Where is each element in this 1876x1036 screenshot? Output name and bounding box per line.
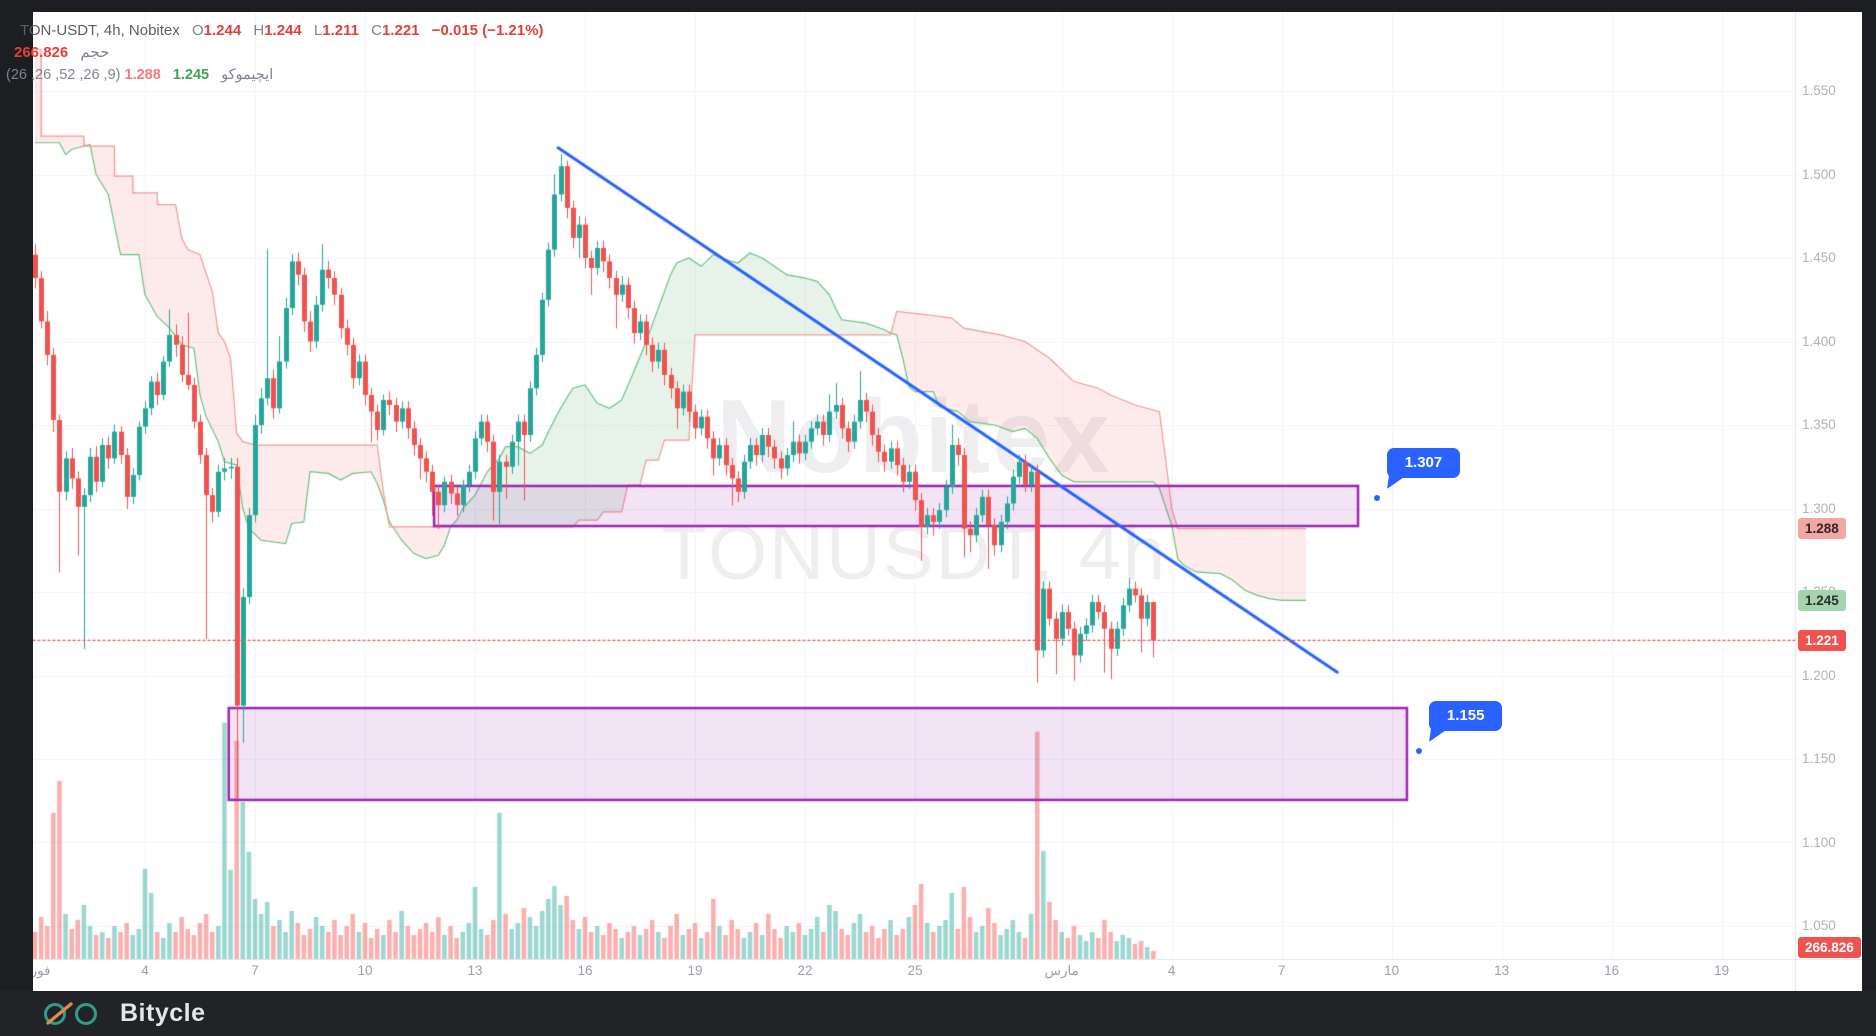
legend-change: −0.015 (−1.21%) xyxy=(431,22,544,39)
legend-symbol: TON-USDT, 4h, Nobitex xyxy=(20,22,180,39)
time-axis-label: 19 xyxy=(687,963,703,978)
legend-low-value: 1.211 xyxy=(322,22,359,39)
time-axis-label: 7 xyxy=(251,963,259,978)
callout-anchor-dot xyxy=(1416,747,1423,754)
time-axis-label: فوريه xyxy=(33,963,51,978)
price-axis-label: 1.550 xyxy=(1802,83,1836,98)
time-axis-label: 19 xyxy=(1714,963,1730,978)
callout-anchor-dot xyxy=(1373,494,1380,501)
time-axis-label: 13 xyxy=(1494,963,1510,978)
legend-close-label: C xyxy=(371,22,382,39)
bitycle-logo-icon xyxy=(44,1001,97,1025)
time-axis-label: 4 xyxy=(1167,963,1176,978)
price-axis-label: 1.050 xyxy=(1802,918,1836,933)
legend-open-label: O xyxy=(191,22,204,39)
price-axis-label: 1.450 xyxy=(1802,250,1836,265)
legend-high-label: H xyxy=(253,22,265,39)
time-axis-label: 22 xyxy=(797,963,813,978)
price-axis-label: 1.200 xyxy=(1802,667,1836,683)
price-callout-resistance[interactable]: 1.307 xyxy=(1386,447,1460,478)
time-axis-label: 10 xyxy=(357,963,373,978)
price-axis-label: 1.300 xyxy=(1802,500,1836,516)
price-callout-demand[interactable]: 1.155 xyxy=(1429,700,1503,731)
footer-brand-text: Bitycle xyxy=(120,999,206,1027)
time-axis-label: 25 xyxy=(907,963,923,978)
time-axis-label: 16 xyxy=(1604,963,1620,978)
legend-open-value: 1.244 xyxy=(203,22,242,39)
price-axis-label: 1.500 xyxy=(1802,166,1836,182)
time-axis-label: 13 xyxy=(467,963,483,978)
price-axis-label: 1.150 xyxy=(1802,751,1836,766)
legend-ichimoku-row[interactable]: (26 ,26 ,52 ,26 ,9) ايچيموكو 1.245 1.288 xyxy=(6,64,543,86)
legend-ichimoku-params: (26 ,26 ,52 ,26 ,9) xyxy=(6,67,121,83)
price-tag-spanA: 1.245 xyxy=(1798,589,1846,611)
legend-high-value: 1.244 xyxy=(264,22,302,39)
legend-low-label: L xyxy=(313,22,323,39)
legend-ichimoku-spanB-value: 1.288 xyxy=(124,67,161,83)
price-tag-last: 1.221 xyxy=(1798,629,1846,651)
legend-volume-label: حجم xyxy=(80,44,110,61)
price-chart-canvas[interactable] xyxy=(33,12,1862,991)
legend-symbol-row[interactable]: TON-USDT, 4h, Nobitex O1.244 H1.244 L1.2… xyxy=(6,20,543,42)
legend-ichimoku-spanA-value: 1.245 xyxy=(172,67,210,83)
price-axis-label: 1.400 xyxy=(1802,333,1836,349)
time-axis-label: 16 xyxy=(577,963,593,978)
time-axis-label: 7 xyxy=(1277,963,1286,978)
footer-bar: Bitycle xyxy=(0,991,1876,1036)
time-axis-label: 10 xyxy=(1384,963,1400,978)
chart-area: Nobitex TONUSDT, 4h 1.5501.5001.4501.400… xyxy=(33,12,1862,991)
legend-ichimoku-label: ايچيموكو xyxy=(221,67,274,83)
legend-volume-value: 266.826 xyxy=(14,44,69,61)
legend-close-value: 1.221 xyxy=(381,22,420,39)
time-axis-label: مارس xyxy=(1044,963,1079,978)
price-axis-label: 1.350 xyxy=(1802,417,1836,432)
price-tag-volume: 266.826 xyxy=(1798,936,1861,958)
price-tag-spanB: 1.288 xyxy=(1798,518,1846,540)
time-axis-label: 4 xyxy=(141,963,149,978)
chart-legend: TON-USDT, 4h, Nobitex O1.244 H1.244 L1.2… xyxy=(6,20,543,86)
legend-volume-row[interactable]: حجم 266.826 xyxy=(6,42,543,64)
price-axis-label: 1.100 xyxy=(1802,834,1836,850)
